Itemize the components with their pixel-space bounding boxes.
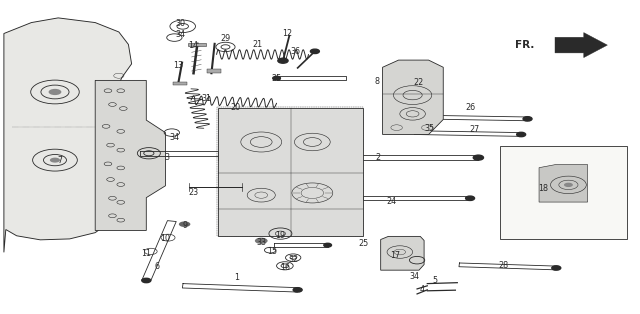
Circle shape [179,221,190,227]
Text: 12: 12 [282,29,292,38]
Text: 1: 1 [234,273,239,282]
Polygon shape [381,236,424,270]
Text: 23: 23 [189,187,198,197]
Polygon shape [4,18,132,252]
Circle shape [310,49,319,53]
Polygon shape [555,33,607,57]
Text: 10: 10 [161,235,170,243]
Circle shape [278,58,288,63]
Text: 20: 20 [230,103,241,112]
Text: 34: 34 [410,272,419,281]
Text: 29: 29 [220,34,230,43]
Bar [173,82,187,85]
Circle shape [255,238,268,244]
Bar [218,108,364,236]
Text: 18: 18 [538,184,548,193]
Text: 5: 5 [433,276,438,285]
Circle shape [523,117,532,121]
Text: 6: 6 [155,262,159,271]
Text: 28: 28 [499,261,509,270]
Circle shape [50,158,60,163]
Text: 34: 34 [176,30,186,39]
Polygon shape [539,165,588,202]
Polygon shape [383,60,444,134]
Text: 36: 36 [291,47,301,56]
Text: 30: 30 [176,19,186,28]
Text: 4: 4 [420,285,425,294]
Text: 35: 35 [425,124,435,133]
Text: 32: 32 [288,255,298,264]
Text: 34: 34 [170,133,179,142]
Circle shape [552,266,561,270]
Text: 17: 17 [390,251,401,260]
Circle shape [473,155,483,160]
Text: 21: 21 [252,40,262,49]
Text: 19: 19 [275,231,285,240]
Text: 11: 11 [141,249,151,258]
Circle shape [564,183,573,187]
Text: 13: 13 [173,61,183,70]
Text: 7: 7 [57,156,62,165]
Text: 8: 8 [375,78,380,86]
Circle shape [293,288,302,292]
Text: 15: 15 [267,247,277,256]
Text: 22: 22 [414,78,424,87]
Circle shape [466,196,474,200]
Polygon shape [95,80,166,230]
Text: 3: 3 [164,153,169,161]
Text: 31: 31 [202,94,211,103]
Circle shape [142,278,151,283]
Text: 24: 24 [387,197,397,206]
Circle shape [49,89,61,95]
Text: 33: 33 [256,237,266,246]
Bar [500,146,627,239]
Circle shape [273,76,280,80]
Text: FR.: FR. [515,40,534,50]
Text: 14: 14 [189,41,198,50]
Text: 26: 26 [465,103,475,112]
Text: 25: 25 [358,239,369,248]
Bar [207,69,221,73]
Text: 9: 9 [182,221,187,230]
Bar [188,43,205,46]
Text: 25: 25 [271,74,282,83]
Circle shape [516,132,525,137]
Text: 27: 27 [469,125,479,134]
Text: 2: 2 [375,153,380,161]
Circle shape [324,243,332,247]
Text: 16: 16 [280,263,290,272]
